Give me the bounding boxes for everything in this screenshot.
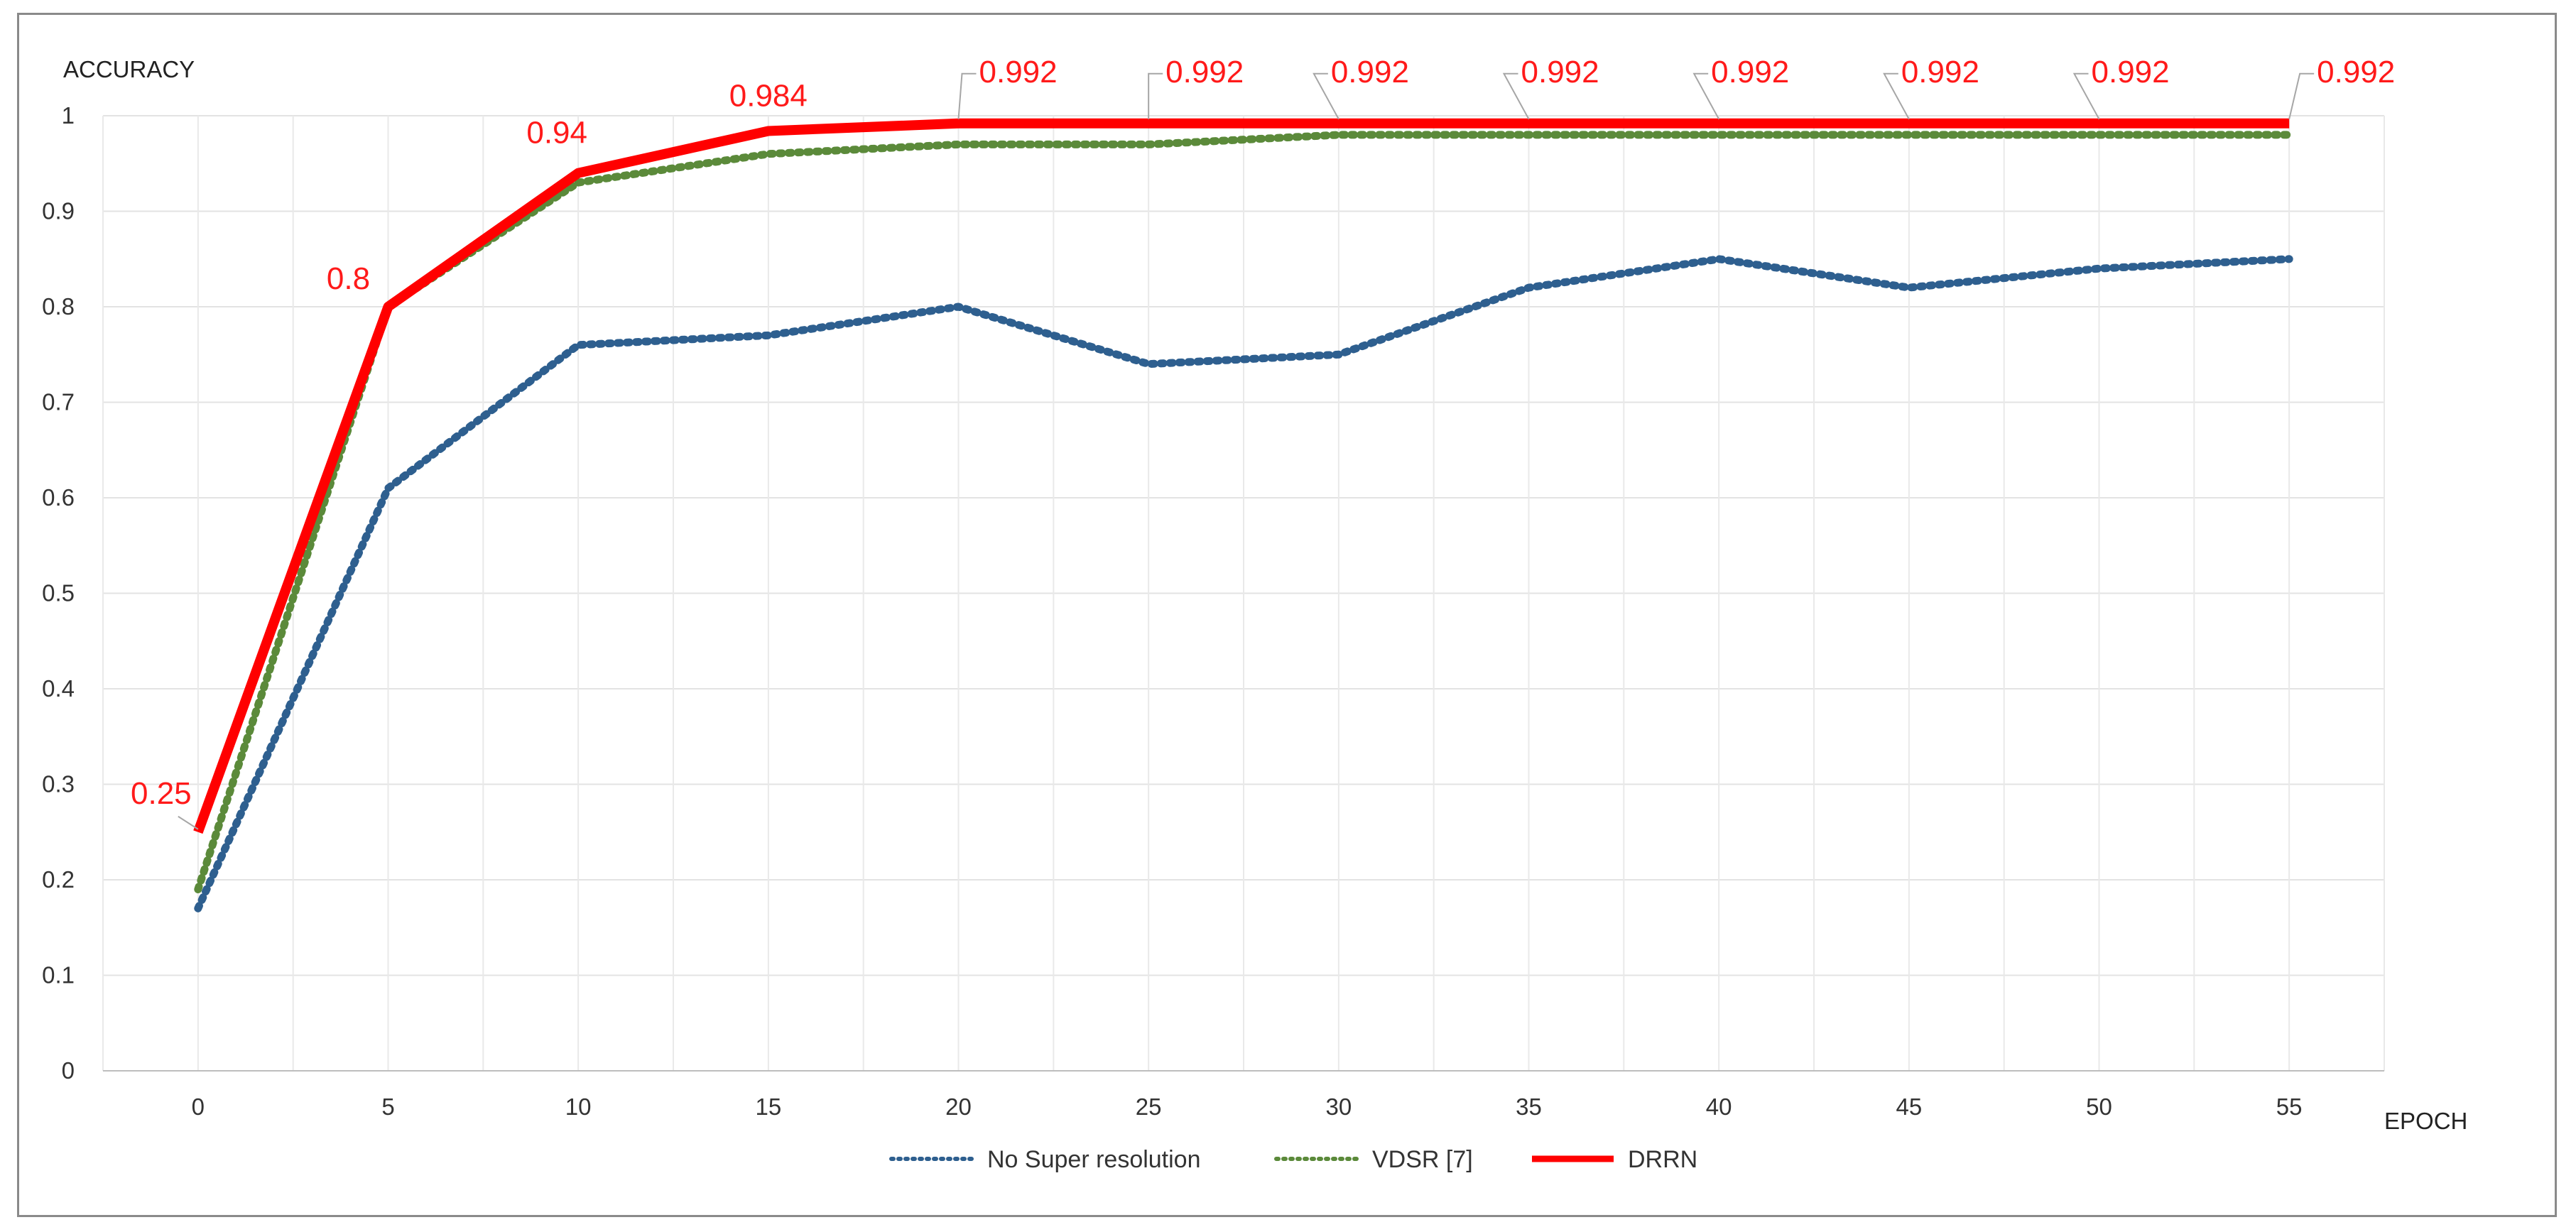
data-label-leader bbox=[1313, 72, 1339, 120]
data-point bbox=[1528, 123, 1530, 124]
y-tick-label: 0.7 bbox=[42, 389, 75, 415]
data-point bbox=[1908, 123, 1910, 124]
axis-layer: 00.10.20.30.40.50.60.70.80.910 5 10 15 20 25 3… bbox=[42, 102, 2384, 1120]
data-label: 0.94 bbox=[526, 116, 587, 151]
data-point bbox=[1718, 258, 1719, 260]
data-point bbox=[1528, 287, 1530, 288]
series-line-vdsr-7 bbox=[194, 131, 2293, 893]
data-point bbox=[577, 173, 579, 174]
x-tick-label: 55 bbox=[2276, 1094, 2303, 1120]
data-point bbox=[1338, 134, 1339, 136]
series-line-drrn bbox=[193, 118, 2290, 834]
x-tick-label: 10 bbox=[565, 1094, 592, 1120]
y-tick-label: 0.3 bbox=[42, 771, 75, 797]
x-tick-label: 50 bbox=[2086, 1094, 2112, 1120]
x-tick-label: 15 bbox=[755, 1094, 781, 1120]
data-point bbox=[2099, 268, 2100, 269]
data-label-leader bbox=[1692, 72, 1720, 120]
grid-layer bbox=[102, 115, 2385, 1072]
chart-frame: 0 0.1 0.2 0.3 0.4 0.5 0.6 0.7 0.8 0.9 1 0 5 10 15 20 25 3… bbox=[17, 13, 2557, 1217]
data-point bbox=[577, 344, 579, 346]
y-tick-label: 0.5 bbox=[42, 580, 75, 606]
x-tick-label: 45 bbox=[1896, 1094, 1922, 1120]
data-point bbox=[388, 488, 389, 489]
data-point bbox=[2288, 258, 2290, 260]
y-tick-label: 0.6 bbox=[42, 484, 75, 511]
data-point bbox=[958, 123, 960, 124]
y-tick-label: 0.9 bbox=[42, 198, 75, 224]
y-tick-label: 0.2 bbox=[42, 866, 75, 893]
data-label-leader bbox=[957, 72, 977, 119]
data-label-leader bbox=[1148, 72, 1163, 119]
data-point bbox=[1338, 123, 1339, 124]
data-label-leader bbox=[178, 815, 199, 830]
data-label: 0.8 bbox=[327, 261, 370, 296]
data-point bbox=[1718, 123, 1719, 124]
x-tick-label: 20 bbox=[945, 1094, 972, 1120]
y-tick-label: 0 bbox=[62, 1057, 75, 1084]
data-label: 0.992 bbox=[2317, 55, 2395, 89]
y-axis-title: ACCURACY bbox=[63, 56, 195, 82]
data-point bbox=[2288, 134, 2290, 136]
x-tick-label: 25 bbox=[1136, 1094, 1162, 1120]
legend: No Super resolution VDSR [7] DRRN bbox=[889, 1146, 1697, 1173]
data-point bbox=[197, 832, 199, 833]
data-label: 0.992 bbox=[1521, 55, 1599, 89]
data-point bbox=[768, 131, 769, 132]
data-point bbox=[197, 907, 199, 909]
data-point bbox=[1908, 287, 1910, 288]
data-label: 0.992 bbox=[1165, 55, 1244, 89]
data-point bbox=[1148, 123, 1149, 124]
y-tick-label: 0.1 bbox=[42, 962, 75, 988]
data-label: 0.992 bbox=[1901, 55, 1979, 89]
data-label-leader bbox=[1883, 72, 1910, 120]
data-point bbox=[2099, 134, 2100, 136]
data-point bbox=[958, 306, 960, 307]
data-label-layer: 0.25 0.8 0.94 0.984 0.992 0.992 0.992 0.992 0.99… bbox=[131, 55, 2395, 830]
x-tick-label: 35 bbox=[1516, 1094, 1542, 1120]
data-point bbox=[958, 143, 960, 145]
data-label-leader bbox=[2072, 72, 2100, 120]
data-point bbox=[1148, 364, 1149, 365]
data-label: 0.992 bbox=[979, 55, 1058, 89]
legend-label: No Super resolution bbox=[987, 1146, 1201, 1173]
legend-item-vdsr-7: VDSR [7] bbox=[1274, 1146, 1473, 1173]
data-point bbox=[2099, 123, 2100, 124]
data-point bbox=[388, 306, 389, 307]
legend-label: VDSR [7] bbox=[1372, 1146, 1473, 1173]
data-point bbox=[2288, 123, 2290, 124]
y-tick-label: 0.8 bbox=[42, 293, 75, 320]
data-point bbox=[768, 334, 769, 336]
data-point bbox=[1528, 134, 1530, 136]
data-label: 0.992 bbox=[2092, 55, 2170, 89]
data-label: 0.984 bbox=[729, 79, 808, 114]
data-label: 0.25 bbox=[131, 776, 192, 811]
series-layer bbox=[193, 118, 2293, 912]
legend-label: DRRN bbox=[1628, 1146, 1697, 1173]
accuracy-line-chart: 00.10.20.30.40.50.60.70.80.910 5 10 15 20 25 3… bbox=[42, 55, 2467, 1173]
data-point bbox=[577, 182, 579, 183]
y-tick-label: 0.4 bbox=[42, 675, 75, 702]
x-tick-label: 30 bbox=[1325, 1094, 1352, 1120]
data-point bbox=[1148, 143, 1149, 145]
data-point bbox=[768, 153, 769, 155]
data-point bbox=[1908, 134, 1910, 136]
data-label-leader bbox=[2288, 72, 2315, 119]
y-tick-label: 1 bbox=[62, 102, 75, 129]
data-label: 0.992 bbox=[1331, 55, 1409, 89]
x-tick-label: 0 bbox=[192, 1094, 205, 1120]
data-label-leader bbox=[1502, 72, 1530, 120]
legend-item-drrn: DRRN bbox=[1532, 1146, 1697, 1173]
x-tick-label: 40 bbox=[1706, 1094, 1732, 1120]
legend-item-no-super-resolution: No Super resolution bbox=[889, 1146, 1201, 1173]
x-axis-title: EPOCH bbox=[2384, 1108, 2467, 1134]
data-point bbox=[1338, 354, 1339, 355]
data-label: 0.992 bbox=[1711, 55, 1789, 89]
series-line-no-super-resolution bbox=[194, 255, 2293, 912]
data-point bbox=[197, 888, 199, 890]
x-tick-label: 5 bbox=[381, 1094, 394, 1120]
data-point bbox=[1718, 134, 1719, 136]
